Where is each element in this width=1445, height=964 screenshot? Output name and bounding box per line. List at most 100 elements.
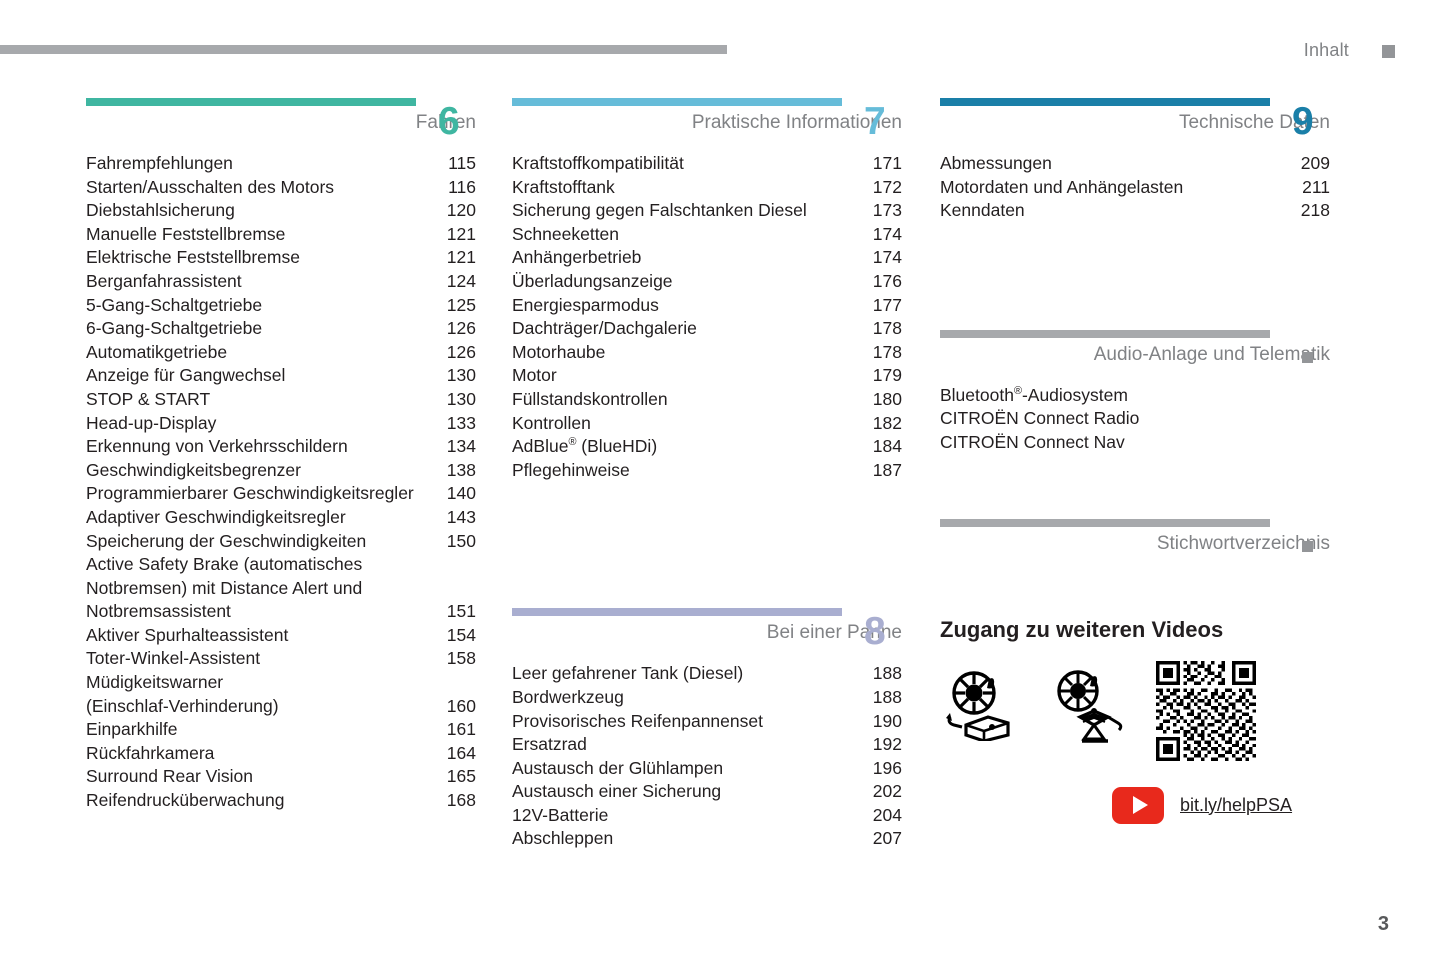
toc-entry-page: 161: [446, 719, 476, 740]
toc-entry[interactable]: Dachträger/Dachgalerie 178: [512, 317, 902, 341]
toc-entry-label: Schneeketten: [512, 223, 620, 244]
toc-entry[interactable]: Aktiver Spurhalteassistent 154: [86, 624, 476, 648]
toc-entry[interactable]: Programmierbarer Geschwindigkeitsregler 1…: [86, 482, 476, 506]
toc-entry-label: Anzeige für Gangwechsel: [86, 365, 286, 386]
toc-entry-label: Abschleppen: [512, 828, 614, 849]
toc-entry[interactable]: Berganfahrassistent 124: [86, 270, 476, 294]
toc-entry-label: Motor: [512, 365, 557, 386]
toc-entry[interactable]: Diebstahlsicherung 120: [86, 199, 476, 223]
toc-entry[interactable]: Speicherung der Geschwindigkeiten 150: [86, 530, 476, 554]
toc-entry-page: 218: [1300, 200, 1330, 221]
section-6-header: Fahren 6: [86, 98, 476, 150]
toc-entry[interactable]: Müdigkeitswarner (Einschlaf-Verhinderung…: [86, 671, 476, 718]
toc-entry[interactable]: Einparkhilfe 161: [86, 718, 476, 742]
toc-entry[interactable]: Adaptiver Geschwindigkeitsregler 143: [86, 506, 476, 530]
toc-entry-page: 126: [446, 318, 476, 339]
toc-entry[interactable]: Abmessungen 209: [940, 152, 1330, 176]
section-9-header: Technische Daten 9: [940, 98, 1330, 150]
toc-entry[interactable]: CITROËN Connect Radio: [940, 407, 1330, 431]
section-7-rule: [512, 98, 842, 106]
toc-entry-label: Bordwerkzeug: [512, 686, 624, 707]
toc-entry[interactable]: Motorhaube 178: [512, 341, 902, 365]
toc-entry-page: 182: [872, 412, 902, 433]
toc-entry-page: 173: [872, 200, 902, 221]
toc-entry-label: Reifendrucküberwachung: [86, 790, 285, 811]
toc-entry[interactable]: Energiesparmodus 177: [512, 294, 902, 318]
gray-square-icon: [1382, 45, 1395, 58]
toc-entry-label: Energiesparmodus: [512, 294, 659, 315]
toc-entry-label: Kontrollen: [512, 412, 591, 433]
toc-entry[interactable]: CITROËN Connect Nav: [940, 431, 1330, 455]
toc-entry[interactable]: Anzeige für Gangwechsel 130: [86, 364, 476, 388]
toc-entry[interactable]: Motordaten und Anhängelasten 211: [940, 176, 1330, 200]
toc-entry[interactable]: Anhängerbetrieb 174: [512, 246, 902, 270]
toc-entry-label: Rückfahrkamera: [86, 742, 215, 763]
toc-entry[interactable]: Leer gefahrener Tank (Diesel) 188: [512, 662, 902, 686]
toc-entry-label: Diebstahlsicherung: [86, 200, 235, 221]
toc-entry[interactable]: Schneeketten 174: [512, 223, 902, 247]
section-8-number: 8: [864, 610, 886, 654]
toc-entry-page: 165: [446, 766, 476, 787]
toc-entry[interactable]: 12V-Batterie 204: [512, 804, 902, 828]
toc-entry-label: Fahrempfehlungen: [86, 153, 233, 173]
toc-entry[interactable]: Automatikgetriebe 126: [86, 341, 476, 365]
toc-entry[interactable]: Reifendrucküberwachung 168: [86, 789, 476, 813]
toc-entry[interactable]: Kraftstoffkompatibilität 171: [512, 152, 902, 176]
toc-entry[interactable]: 5-Gang-Schaltgetriebe 125: [86, 294, 476, 318]
section-8-entries: Leer gefahrener Tank (Diesel) 188 Bordwerk…: [512, 662, 902, 851]
toc-entry-label: Dachträger/Dachgalerie: [512, 318, 697, 339]
section-audio-rule: [940, 329, 1270, 338]
toc-entry[interactable]: Active Safety Brake (automatisches Notbr…: [86, 553, 476, 624]
toc-entry[interactable]: Starten/Ausschalten des Motors 116: [86, 176, 476, 200]
toc-entry[interactable]: Kraftstofftank 172: [512, 176, 902, 200]
toc-entry-label: Geschwindigkeitsbegrenzer: [86, 459, 301, 480]
toc-entry-label: Anhängerbetrieb: [512, 247, 642, 268]
youtube-play-icon[interactable]: [1112, 786, 1164, 824]
section-6-rule: [86, 98, 416, 106]
toc-entry[interactable]: Kenndaten 218: [940, 199, 1330, 223]
toc-entry[interactable]: Elektrische Feststellbremse 121: [86, 246, 476, 270]
header-label: Inhalt: [1303, 40, 1349, 60]
toc-entry[interactable]: Head-up-Display 133: [86, 412, 476, 436]
toc-entry-page: 172: [872, 176, 902, 197]
youtube-link-row[interactable]: bit.ly/helpPSA: [1112, 786, 1330, 824]
toc-entry-label: Automatikgetriebe: [86, 341, 228, 362]
toc-entry[interactable]: Abschleppen 207: [512, 827, 902, 851]
toc-entry[interactable]: Motor 179: [512, 364, 902, 388]
toc-entry[interactable]: Pflegehinweise 187: [512, 459, 902, 483]
toc-entry[interactable]: Bluetooth®-Audiosystem: [940, 384, 1330, 408]
toc-entry[interactable]: Toter-Winkel-Assistent 158: [86, 647, 476, 671]
toc-entry[interactable]: Sicherung gegen Falschtanken Diesel 173: [512, 199, 902, 223]
section-audio-title: Audio-Anlage und Telematik: [1093, 343, 1330, 365]
tire-jack-icon: [1050, 669, 1126, 748]
section-6: Fahren 6 Fahrempfehlungen 115 Starten/Auss…: [86, 98, 476, 813]
videos-icon-row: [940, 660, 1330, 777]
toc-entry[interactable]: Manuelle Feststellbremse 121: [86, 223, 476, 247]
toc-entry-label: Austausch einer Sicherung: [512, 781, 722, 802]
section-index-rule: [940, 518, 1270, 527]
toc-entry[interactable]: Bordwerkzeug 188: [512, 686, 902, 710]
toc-entry[interactable]: Rückfahrkamera 164: [86, 742, 476, 766]
section-9-rule: [940, 98, 1270, 106]
column-2: Praktische Informationen 7 Kraftstoffkom…: [512, 98, 902, 851]
youtube-link-text[interactable]: bit.ly/helpPSA: [1180, 794, 1293, 815]
toc-entry-label: Adaptiver Geschwindigkeitsregler: [86, 506, 346, 527]
toc-entry[interactable]: Fahrempfehlungen 115: [86, 152, 476, 176]
toc-entry[interactable]: Austausch einer Sicherung 202: [512, 780, 902, 804]
toc-entry[interactable]: Austausch der Glühlampen 196: [512, 757, 902, 781]
toc-entry[interactable]: STOP & START 130: [86, 388, 476, 412]
toc-entry[interactable]: Ersatzrad 192: [512, 733, 902, 757]
toc-entry[interactable]: 6-Gang-Schaltgetriebe 126: [86, 317, 476, 341]
toc-entry-page: 158: [446, 648, 476, 669]
toc-entry[interactable]: Füllstandskontrollen 180: [512, 388, 902, 412]
toc-entry-page: 209: [1300, 153, 1330, 173]
toc-entry[interactable]: Kontrollen 182: [512, 412, 902, 436]
toc-entry[interactable]: AdBlue® (BlueHDi) 184: [512, 435, 902, 459]
toc-entry-label: 6-Gang-Schaltgetriebe: [86, 318, 263, 339]
toc-entry[interactable]: Provisorisches Reifenpannenset 190: [512, 710, 902, 734]
toc-entry[interactable]: Überladungsanzeige 176: [512, 270, 902, 294]
toc-entry[interactable]: Erkennung von Verkehrsschildern 134: [86, 435, 476, 459]
toc-entry[interactable]: Surround Rear Vision 165: [86, 765, 476, 789]
toc-entry[interactable]: Geschwindigkeitsbegrenzer 138: [86, 459, 476, 483]
toc-entry-label: Starten/Ausschalten des Motors: [86, 176, 335, 197]
